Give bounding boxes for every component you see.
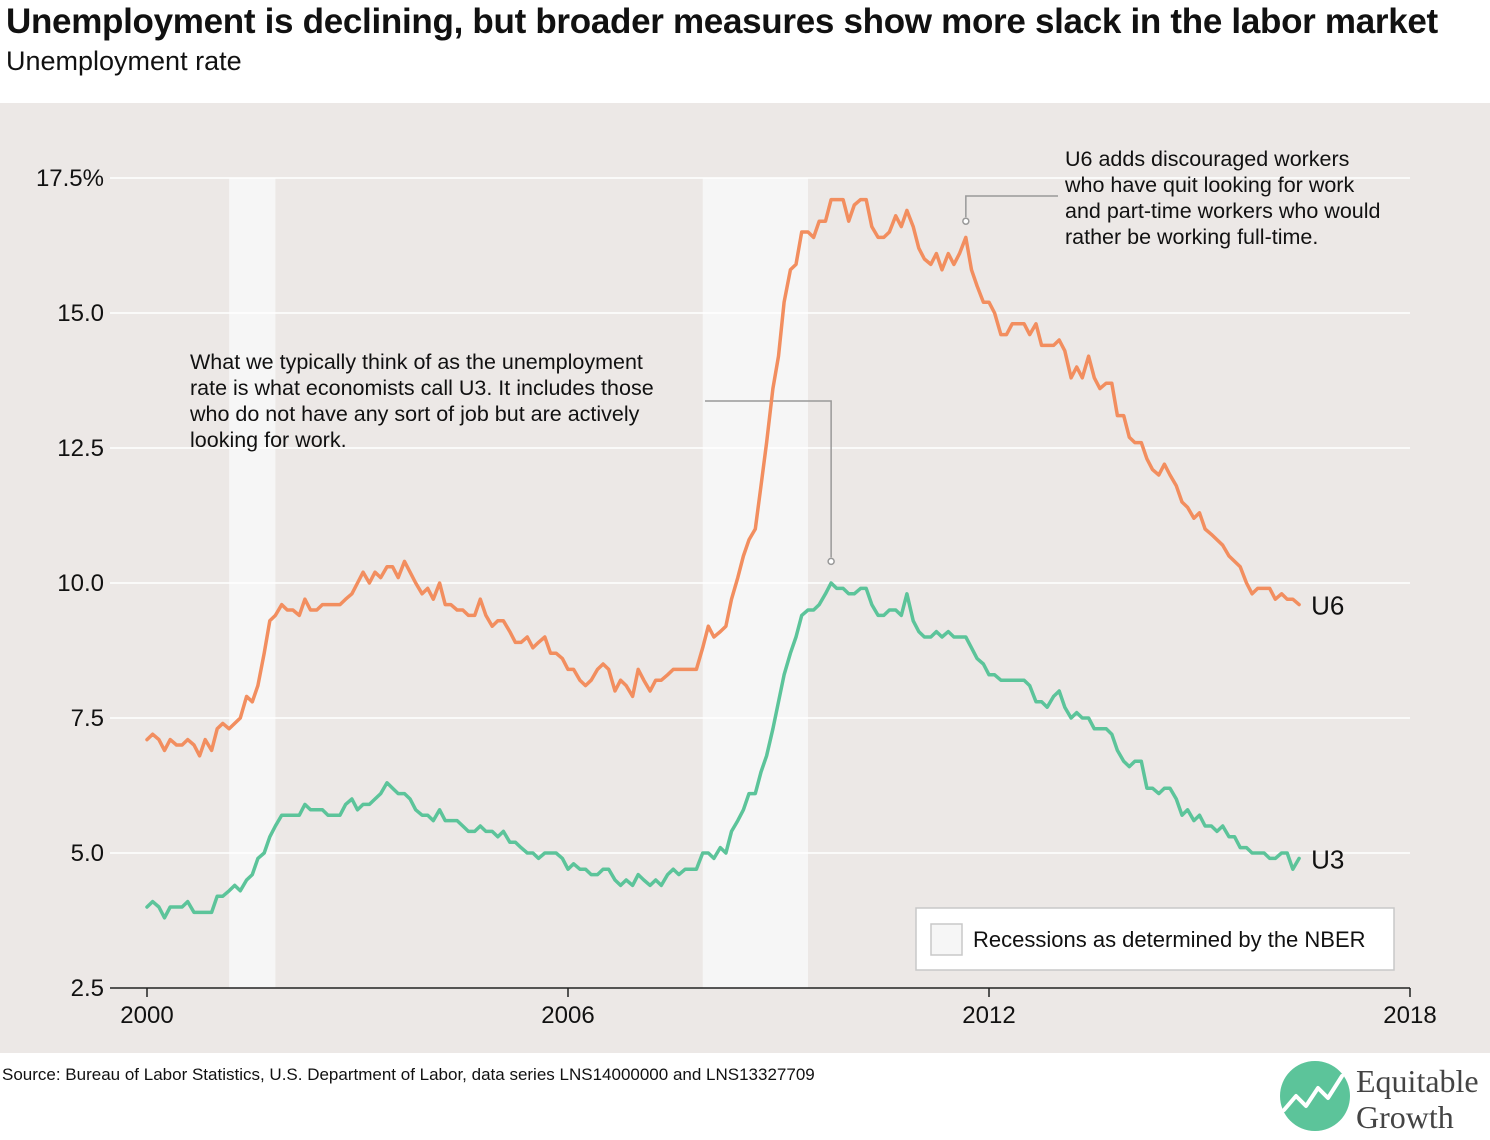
chart-title: Unemployment is declining, but broader m…	[6, 2, 1438, 41]
gridlines	[110, 177, 1410, 854]
annotation-leaders	[705, 195, 1058, 566]
series-labels: U6 U3	[1311, 591, 1344, 875]
annotation-u6: U6 adds discouraged workers who have qui…	[1064, 147, 1380, 249]
legend: Recessions as determined by the NBER	[915, 907, 1395, 971]
leader-dot-u6	[962, 217, 970, 225]
series-label-u3: U3	[1311, 844, 1344, 874]
line-chart: 2.55.07.510.012.515.017.5% 2000 2006 2012 2…	[0, 103, 1490, 1053]
chart-subtitle: Unemployment rate	[6, 46, 242, 76]
x-axis-ticks: 2000 2006 2012 2018	[110, 987, 1437, 1029]
logo-text-line-2: Growth	[1356, 1099, 1454, 1135]
x-tick-label-2: 2012	[962, 1002, 1015, 1029]
annotation-u6-line-3: and part-time workers who would	[1065, 199, 1380, 223]
annotation-u3: What we typically think of as the unempl…	[189, 350, 654, 452]
annotation-u3-line-3: who do not have any sort of job but are …	[189, 402, 640, 426]
annotation-u3-line-2: rate is what economists call U3. It incl…	[190, 376, 654, 400]
annotation-u6-line-1: U6 adds discouraged workers	[1065, 147, 1349, 171]
y-tick-label-4: 12.5	[57, 435, 104, 462]
series-line-u3	[145, 581, 1301, 920]
annotation-u3-line-1: What we typically think of as the unempl…	[190, 350, 643, 374]
source-note: Source: Bureau of Labor Statistics, U.S.…	[2, 1065, 815, 1084]
y-axis-ticks: 2.5 5.0 7.5 10.0 12.5 15.0 17.5%	[36, 165, 104, 1002]
series-label-u6: U6	[1311, 591, 1344, 621]
y-tick-label-5: 15.0	[57, 300, 104, 327]
series-lines	[145, 197, 1301, 920]
series-line-u6	[145, 197, 1301, 758]
annotation-u3-line-4: looking for work.	[190, 428, 347, 452]
x-tick-label-1: 2006	[541, 1002, 594, 1029]
leader-dot-u3	[827, 557, 835, 566]
y-tick-label-2: 7.5	[71, 705, 104, 732]
annotation-u6-line-4: rather be working full-time.	[1065, 225, 1318, 249]
leader-line-u3	[705, 400, 832, 558]
logo-text-line-1: Equitable	[1356, 1063, 1479, 1099]
legend-box	[915, 907, 1395, 971]
legend-recession-swatch	[930, 923, 963, 956]
y-tick-label-6: 17.5%	[36, 165, 104, 192]
equitable-growth-logo: Equitable Growth	[1280, 1061, 1479, 1135]
x-tick-label-0: 2000	[120, 1002, 173, 1029]
logo-trend-icon	[1282, 1074, 1344, 1112]
y-tick-label-1: 5.0	[71, 840, 104, 867]
legend-label: Recessions as determined by the NBER	[973, 927, 1366, 952]
leader-line-u6	[965, 195, 1058, 218]
x-tick-label-3: 2018	[1383, 1002, 1436, 1029]
y-tick-label-0: 2.5	[71, 975, 104, 1002]
annotation-u6-line-2: who have quit looking for work	[1064, 173, 1354, 197]
y-tick-label-3: 10.0	[57, 570, 104, 597]
